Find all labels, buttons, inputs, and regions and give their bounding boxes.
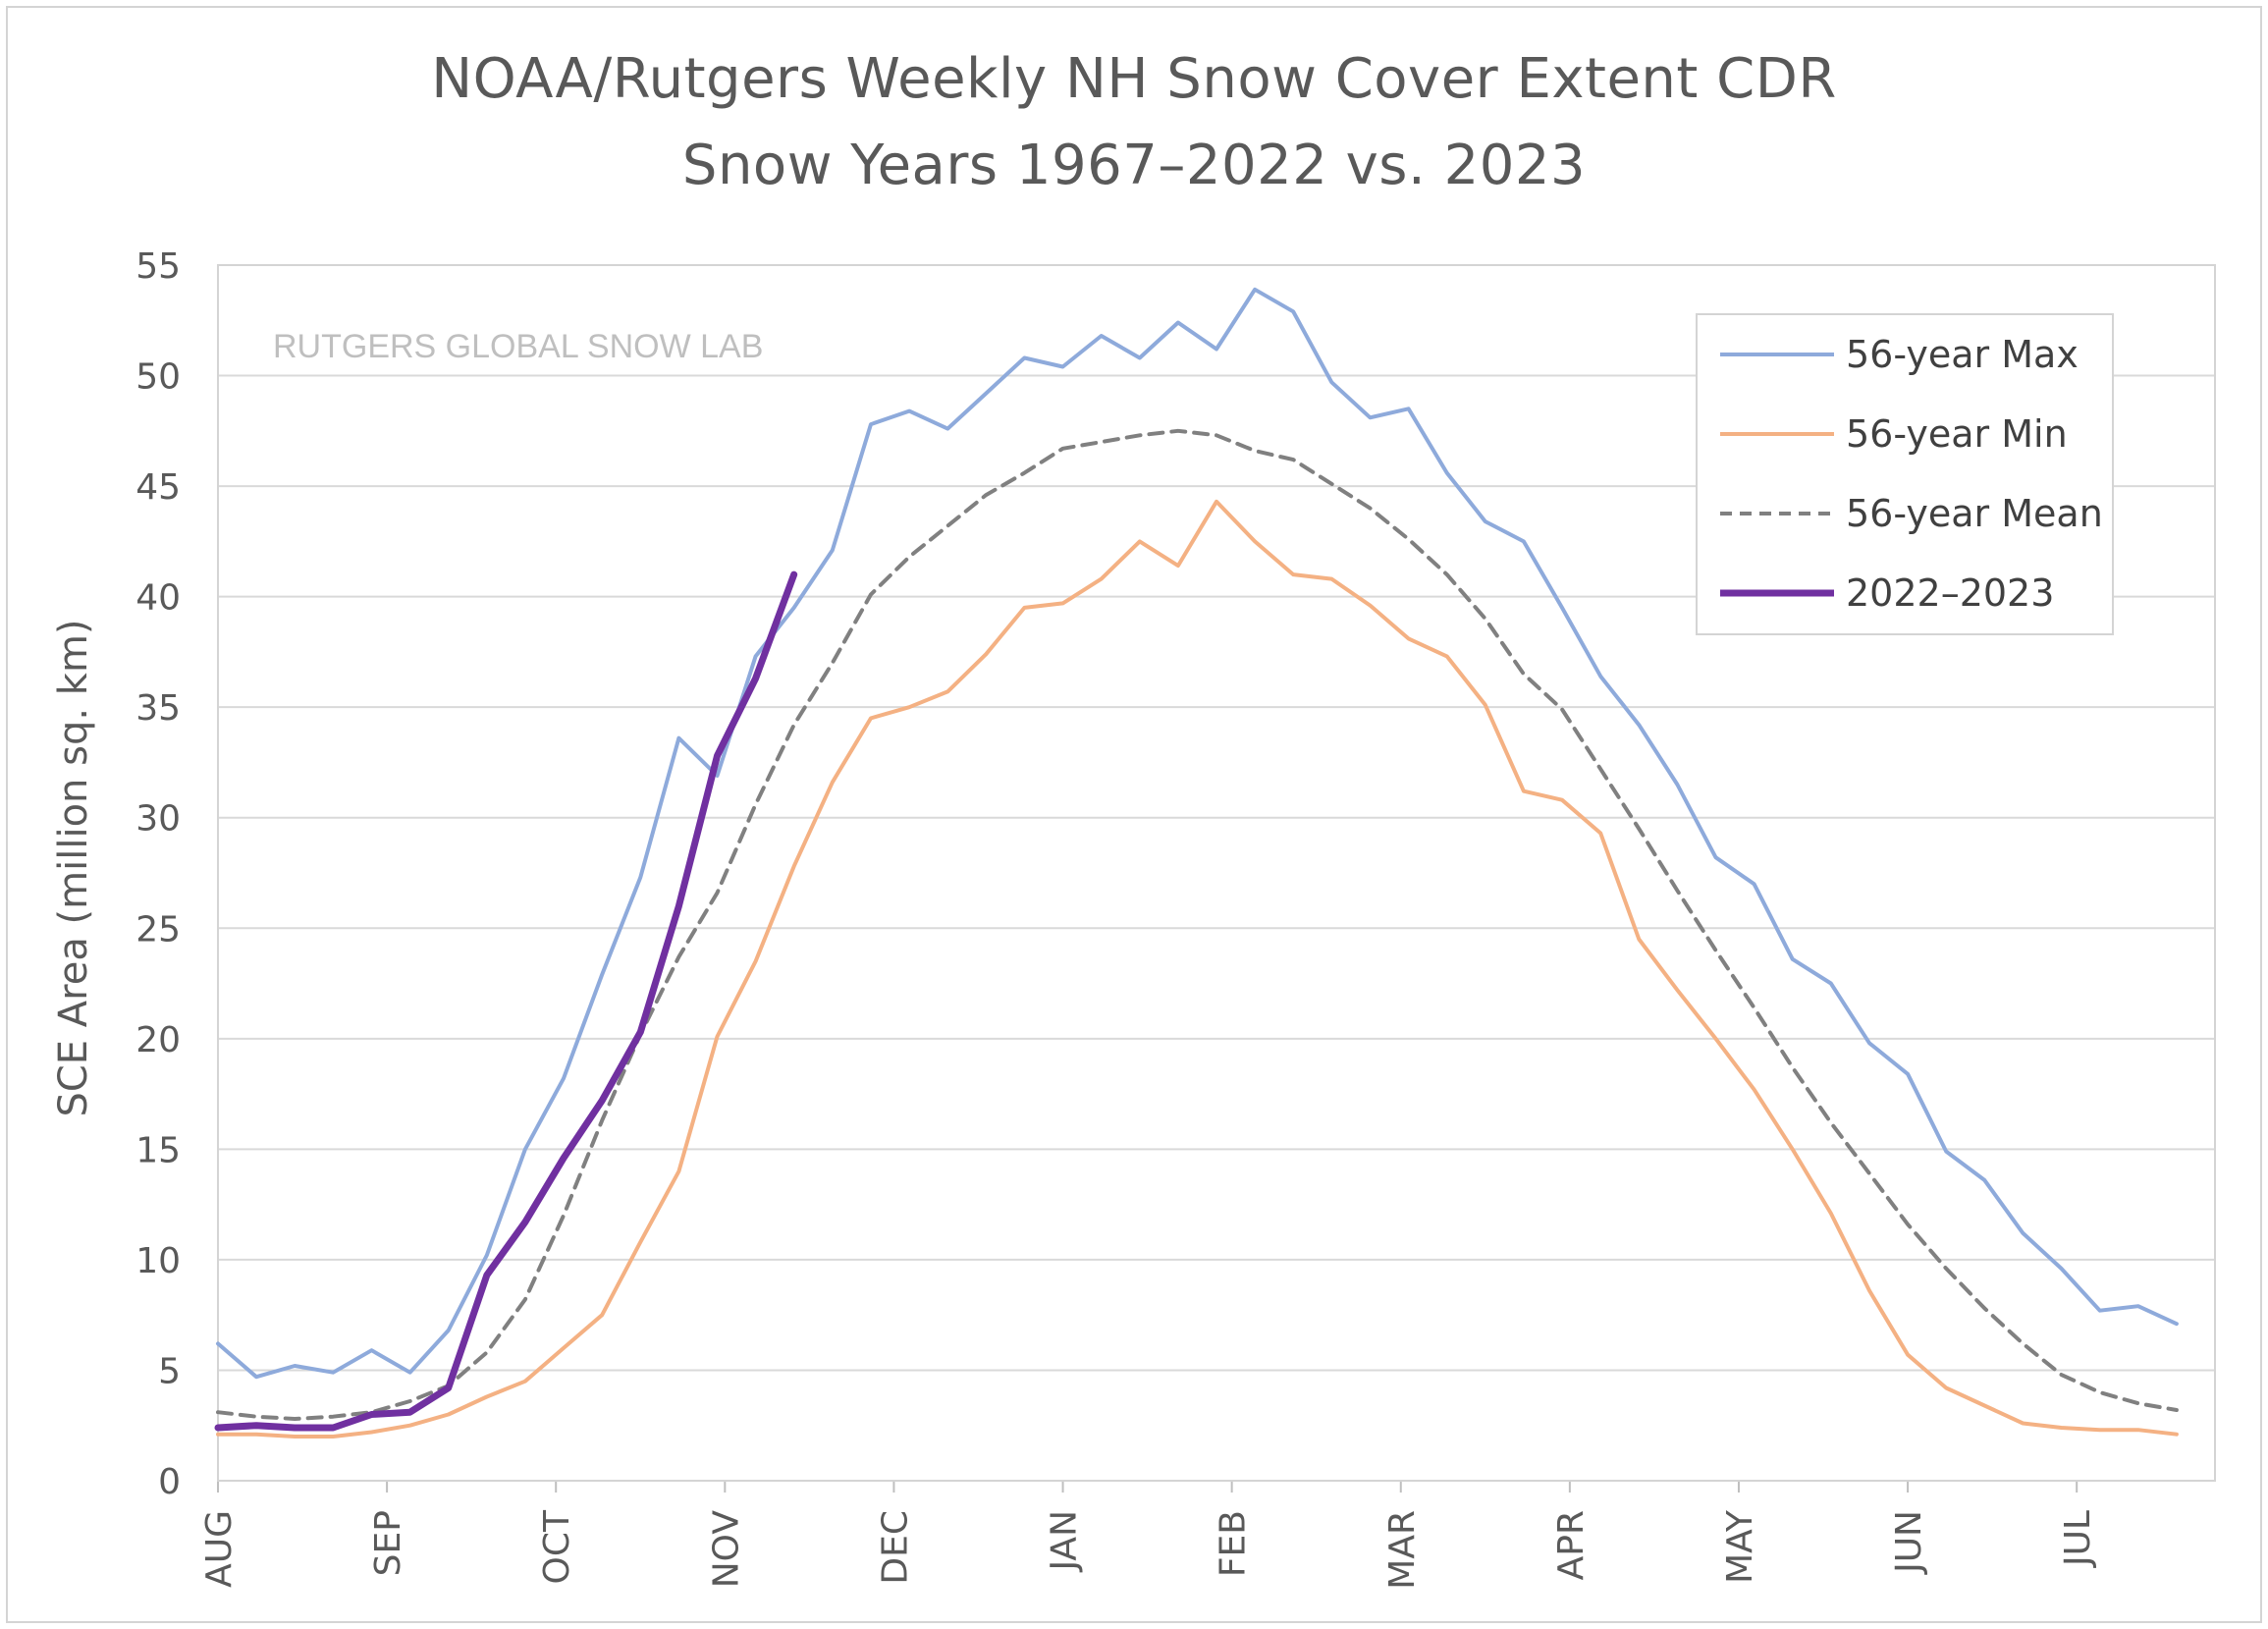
y-tick-label: 30 [135,799,181,840]
legend-label-2: 56-year Mean [1846,492,2103,535]
y-tick-label: 15 [135,1130,181,1170]
legend-label-0: 56-year Max [1846,333,2079,376]
chart-frame [6,6,2262,1623]
x-tick-label-may: MAY [1720,1509,1760,1584]
series-line-3 [214,570,798,1432]
x-axis-ticks: AUG SEP OCT NOV DEC JAN FEB MAR APR MAY JUN JUL [199,1481,2098,1590]
y-tick-label: 35 [135,688,181,729]
legend-box [1696,313,2114,635]
y-tick-label: 25 [135,909,181,950]
y-tick-label: 5 [158,1351,181,1391]
series-lines [214,287,2179,1439]
series-line-2 [216,428,2179,1421]
legend-label-1: 56-year Min [1846,412,2068,456]
watermark-text: RUTGERS GLOBAL SNOW LAB [273,328,763,365]
x-tick-label-jan: JAN [1045,1510,1085,1573]
x-tick-label-feb: FEB [1214,1510,1254,1577]
chart-subtitle: Snow Years 1967–2022 vs. 2023 [681,134,1587,197]
y-tick-label: 45 [135,467,181,508]
x-tick-label-sep: SEP [368,1510,408,1576]
y-tick-label: 40 [135,578,181,619]
x-tick-label-dec: DEC [875,1510,915,1585]
legend-label-3: 2022–2023 [1846,571,2054,615]
x-tick-label-jul: JUL [2058,1510,2098,1568]
legend: 56-year Max 56-year Min 56-year Mean 2022–2… [1696,313,2114,635]
x-tick-label-apr: APR [1551,1510,1592,1580]
series-line-0 [216,287,2179,1380]
x-tick-label-nov: NOV [706,1510,746,1589]
x-tick-label-oct: OCT [537,1509,577,1584]
y-tick-label: 10 [135,1241,181,1281]
x-tick-label-jun: JUN [1889,1510,1929,1575]
y-tick-label: 20 [135,1020,181,1060]
x-tick-label-mar: MAR [1382,1510,1423,1590]
series-line-1 [216,499,2179,1439]
y-axis-title: SCE Area (million sq. km) [51,619,96,1116]
y-tick-label: 0 [158,1462,181,1502]
y-axis-ticks: 0 5 10 15 20 25 30 35 40 45 50 55 [135,246,181,1502]
y-tick-label: 50 [135,357,181,398]
plot-area-border [217,264,2216,1482]
y-tick-label: 55 [135,246,181,287]
x-tick-label-aug: AUG [199,1510,240,1588]
chart-title: NOAA/Rutgers Weekly NH Snow Cover Extent… [431,47,1837,111]
